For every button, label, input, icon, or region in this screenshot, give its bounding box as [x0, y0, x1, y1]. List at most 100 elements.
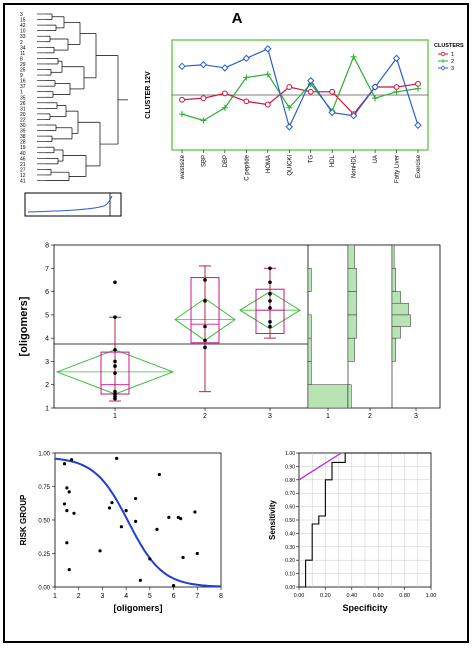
- y-tick-label: 0.00: [285, 585, 295, 591]
- data-point: [124, 509, 128, 513]
- x-tick-label: waistsize: [180, 154, 186, 180]
- risk-logistic-chart: 1 2 3 4 5 6 7 8 0.00 0.25 0.50 0.75 1.00 [oligomers] R…: [19, 452, 223, 614]
- histogram-bar: [307, 337, 312, 362]
- oligomers-box-chart: 1 2 3 4 5 6 7 8 [oligomers] 1 2 3 1 2 3: [18, 243, 441, 420]
- data-point: [107, 506, 112, 510]
- series-point: [179, 111, 185, 118]
- data-point: [113, 359, 117, 364]
- dendrogram-leaf-label: 37: [20, 84, 26, 90]
- dendrogram-leaf-label: 29: [20, 62, 26, 68]
- series-point: [307, 88, 314, 95]
- data-point: [65, 509, 69, 513]
- dendrogram-leaf-label: 2: [20, 40, 23, 46]
- series-point: [199, 61, 208, 69]
- series-point: [286, 104, 293, 111]
- y-tick-label: 0.10: [285, 572, 295, 578]
- x-tick-label: 3: [100, 593, 104, 600]
- dendrogram-leaf-label: 3: [20, 12, 23, 18]
- dendrogram-leaf-label: 31: [20, 106, 26, 112]
- dendrogram-leaf-label: 28: [20, 140, 26, 146]
- histogram-bar: [391, 291, 401, 304]
- legend-marker: [440, 51, 446, 57]
- y-tick-label: 6: [45, 289, 49, 296]
- data-point: [62, 502, 67, 506]
- data-point: [72, 511, 76, 515]
- histogram-bar: [391, 268, 396, 292]
- data-point: [110, 500, 114, 505]
- y-tick-label: 0.60: [285, 505, 295, 511]
- series-point: [414, 121, 422, 129]
- data-point: [113, 315, 117, 319]
- dendrogram-leaf-label: 8: [20, 56, 23, 62]
- dendrogram-leaf-label: 39: [20, 129, 26, 135]
- data-point: [119, 525, 123, 529]
- data-point: [155, 527, 159, 531]
- series-point: [349, 112, 358, 120]
- y-tick-label: 2: [45, 382, 49, 389]
- series-point: [307, 76, 315, 85]
- inset-curve: [27, 195, 113, 213]
- series-point: [222, 90, 228, 97]
- data-point: [70, 458, 74, 462]
- data-point: [65, 486, 69, 490]
- y-axis-label: RISK GROUP: [19, 494, 28, 545]
- dendrogram-leaf-label: 33: [20, 34, 26, 40]
- y-tick-label: 0.80: [285, 478, 295, 484]
- series-point: [285, 123, 293, 131]
- data-point: [113, 347, 117, 352]
- series-point: [242, 54, 251, 63]
- histogram-bar: [391, 326, 401, 339]
- dendrogram-leaf-label: 25: [20, 68, 26, 74]
- series-point: [264, 71, 271, 78]
- plot-frame: [54, 452, 222, 588]
- histogram-bar: [391, 337, 396, 362]
- histogram-bar: [391, 314, 411, 327]
- x-tick-label: 5: [148, 593, 152, 600]
- x-tick-label: TG: [309, 155, 315, 164]
- x-tick-label: 0.60: [373, 593, 384, 599]
- histogram-bar: [347, 384, 352, 409]
- y-tick-label: 5: [45, 312, 49, 319]
- roc-curve: [299, 452, 431, 588]
- data-point: [203, 299, 207, 303]
- data-point: [138, 578, 142, 582]
- legend-label: 2: [451, 59, 454, 65]
- x-tick-label: 0.00: [294, 593, 305, 599]
- series-point: [200, 95, 207, 102]
- dendrogram-leaf-label: 41: [20, 179, 26, 185]
- y-tick-label: 1.00: [38, 452, 50, 458]
- x-tick-label: 1: [53, 593, 57, 600]
- dendrogram-leaf-label: 9: [20, 73, 23, 79]
- tangent-line: [298, 452, 342, 481]
- y-tick-label: 0.50: [285, 518, 295, 524]
- x-axis-label: Specificity: [342, 603, 387, 613]
- data-point: [179, 517, 183, 521]
- plot-frame: [53, 244, 441, 409]
- series-point: [179, 96, 185, 103]
- y-tick-label: 8: [45, 243, 49, 250]
- data-point: [157, 472, 161, 477]
- legend-marker: [441, 59, 445, 63]
- histogram-bar: [347, 291, 357, 316]
- dendrogram-leaf-label: 46: [20, 156, 26, 162]
- x-tick-label: SBP: [201, 155, 207, 167]
- series-point: [415, 85, 421, 92]
- y-tick-label: 0.90: [285, 464, 295, 470]
- histogram-bar: [307, 384, 349, 409]
- y-tick-label: 1.00: [285, 451, 295, 457]
- data-point: [203, 278, 207, 282]
- data-point: [203, 338, 207, 343]
- histogram-bar: [307, 268, 312, 292]
- x-tick-label: 1: [113, 413, 117, 420]
- histogram-bar: [347, 244, 355, 269]
- data-point: [193, 510, 197, 514]
- x-tick-label: 6: [172, 593, 176, 600]
- y-tick-label: 4: [45, 336, 49, 343]
- series-point: [178, 62, 186, 71]
- data-point: [113, 371, 117, 375]
- y-tick-label: 0.50: [38, 519, 50, 525]
- series-point: [393, 84, 400, 90]
- data-point: [268, 306, 272, 310]
- x-tick-label: 7: [195, 593, 199, 600]
- data-point: [268, 280, 272, 285]
